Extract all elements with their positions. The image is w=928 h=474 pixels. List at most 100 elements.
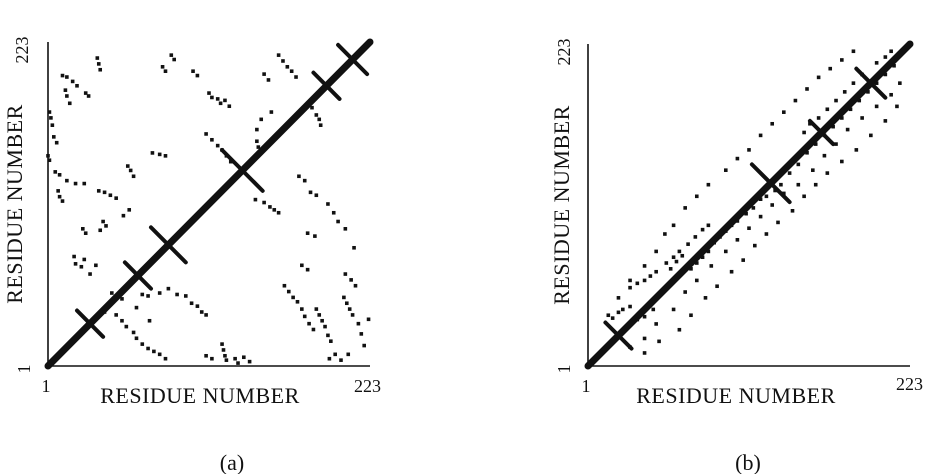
contact-point <box>282 283 287 288</box>
contact-point <box>120 297 124 301</box>
contact-point <box>883 119 888 123</box>
contact-point <box>233 356 237 361</box>
contact-point <box>291 295 295 300</box>
contact-point <box>134 305 139 310</box>
x-tick-label-start: 1 <box>42 376 51 396</box>
y-tick-label-end: 223 <box>12 37 32 64</box>
contact-point <box>131 330 136 335</box>
contact-point <box>741 258 745 262</box>
contact-point <box>811 168 815 172</box>
contact-point <box>327 356 332 361</box>
contact-point <box>98 67 103 72</box>
contact-point <box>628 304 632 309</box>
contact-point <box>96 189 101 193</box>
contact-point <box>883 55 888 59</box>
cross-mark <box>148 225 188 265</box>
contact-point <box>73 181 78 186</box>
contact-point <box>140 292 145 297</box>
contact-point <box>828 66 833 71</box>
contact-point <box>326 202 330 206</box>
contact-point <box>352 245 356 250</box>
contact-point <box>276 53 281 57</box>
contact-point <box>210 137 214 142</box>
contact-point <box>642 336 647 341</box>
contact-point <box>753 243 757 248</box>
contact-point <box>735 219 740 223</box>
contact-point <box>302 178 307 183</box>
contact-point <box>628 278 632 283</box>
contact-point <box>848 107 853 112</box>
contact-point <box>706 182 711 187</box>
contact-point <box>773 188 777 193</box>
contact-point <box>67 101 72 106</box>
contact-point <box>764 194 769 199</box>
contact-point <box>700 255 705 260</box>
contact-point <box>642 264 647 268</box>
contact-point <box>715 284 719 289</box>
contact-point <box>825 107 830 112</box>
contact-point <box>758 197 763 201</box>
contact-point <box>224 358 229 362</box>
contact-point <box>628 345 632 349</box>
x-tick-label-end: 223 <box>896 374 923 394</box>
contact-point <box>816 116 821 120</box>
contact-point <box>56 189 60 193</box>
contact-point <box>683 206 687 210</box>
contact-point <box>729 269 734 274</box>
contact-point <box>60 73 65 78</box>
contact-point <box>892 63 896 68</box>
contact-point <box>83 91 88 95</box>
contact-point <box>751 206 756 210</box>
contact-point <box>693 235 698 239</box>
contact-point <box>104 224 108 228</box>
contact-point <box>635 281 640 286</box>
contact-point <box>874 81 879 85</box>
contact-point <box>189 301 194 306</box>
contact-point <box>146 294 150 298</box>
contact-point <box>654 322 658 326</box>
contact-point <box>712 240 716 245</box>
contact-point <box>95 56 100 60</box>
contact-point <box>709 264 714 268</box>
contact-point <box>253 197 258 202</box>
contact-point <box>262 200 266 205</box>
contact-point <box>73 262 78 266</box>
contact-point <box>114 313 118 317</box>
y-axis-title: RESIDUE NUMBER <box>2 104 27 304</box>
contact-point <box>616 296 621 300</box>
contact-point <box>874 104 879 109</box>
contact-point <box>359 332 364 336</box>
contact-point <box>183 294 188 298</box>
contact-point <box>256 145 261 149</box>
contact-point <box>686 242 690 246</box>
contact-point <box>207 91 211 95</box>
contact-point <box>310 105 314 110</box>
contact-point <box>346 352 351 357</box>
contact-point <box>70 79 75 84</box>
contact-point <box>842 90 847 94</box>
contact-point <box>770 121 775 126</box>
contact-point <box>689 267 693 271</box>
contact-point <box>128 168 133 173</box>
contact-point <box>52 135 56 139</box>
contact-point <box>307 321 311 326</box>
y-tick-label-start: 1 <box>14 365 34 374</box>
contact-point <box>616 310 621 315</box>
contact-point <box>65 178 69 183</box>
contact-point <box>215 97 220 101</box>
contact-point <box>610 316 615 320</box>
contact-point <box>796 182 801 187</box>
contact-point <box>677 249 682 254</box>
contact-point <box>294 75 298 79</box>
contact-point <box>674 259 679 264</box>
contact-point <box>822 153 827 158</box>
contact-point <box>339 358 343 362</box>
contact-point <box>860 72 864 77</box>
contact-point <box>152 349 156 354</box>
contact-point <box>834 98 838 103</box>
contact-point <box>289 69 294 73</box>
contact-point <box>648 274 653 278</box>
contact-point <box>813 182 818 187</box>
contact-point <box>654 269 658 274</box>
contact-point <box>845 127 850 132</box>
